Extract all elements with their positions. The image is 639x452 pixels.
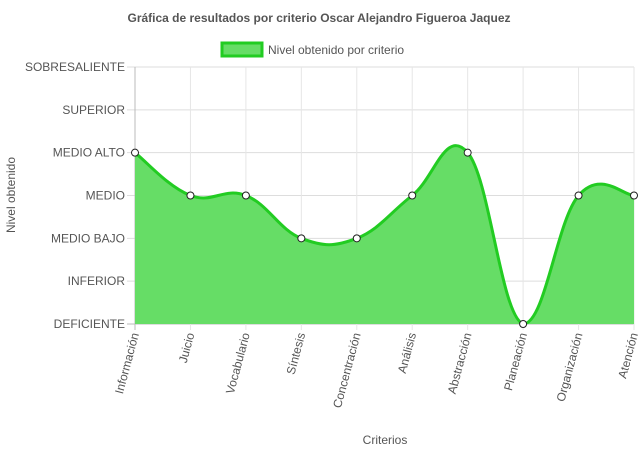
chart-title: Gráfica de resultados por criterio Oscar… <box>127 11 510 25</box>
x-tick-label: Organización <box>554 331 586 403</box>
x-tick-label: Información <box>112 331 142 395</box>
data-point[interactable] <box>408 191 417 200</box>
data-points <box>131 148 638 328</box>
x-tick-label: Abstracción <box>445 331 475 395</box>
x-tick-label: Concentración <box>330 331 364 409</box>
x-tick-label: Atención <box>615 331 639 380</box>
legend-label: Nivel obtenido por criterio <box>268 43 404 57</box>
data-point[interactable] <box>463 148 472 157</box>
y-tick-label: MEDIO <box>86 189 125 203</box>
y-axis-title: Nivel obtenido <box>4 157 18 233</box>
x-tick-label: Síntesis <box>284 331 309 376</box>
data-point[interactable] <box>519 320 528 328</box>
y-tick-label: MEDIO BAJO <box>51 231 125 245</box>
data-point[interactable] <box>630 191 638 200</box>
y-tick-labels: DEFICIENTE INFERIOR MEDIO BAJO MEDIO MEDIO A… <box>25 60 125 331</box>
data-point[interactable] <box>297 234 306 243</box>
legend-swatch <box>220 41 264 58</box>
y-tick-label: SUPERIOR <box>62 103 125 117</box>
x-axis-title: Criterios <box>363 433 408 447</box>
area-layer <box>134 144 635 326</box>
x-tick-label: Análisis <box>395 331 419 375</box>
x-tick-label: Planeación <box>501 331 530 392</box>
x-tick-label: Vocabulario <box>223 331 253 396</box>
x-tick-labels: Información Juicio Vocabulario Síntesis Conc… <box>112 331 639 410</box>
data-point[interactable] <box>352 234 361 243</box>
y-tick-label: MEDIO ALTO <box>53 146 125 160</box>
series-area <box>135 145 634 324</box>
y-tick-label: SOBRESALIENTE <box>25 60 125 74</box>
data-point[interactable] <box>574 191 583 200</box>
legend[interactable]: Nivel obtenido por criterio <box>220 41 404 58</box>
data-point[interactable] <box>186 191 195 200</box>
x-tick-label: Juicio <box>176 331 198 365</box>
y-tick-label: DEFICIENTE <box>54 317 125 331</box>
data-point[interactable] <box>131 148 139 157</box>
y-tick-label: INFERIOR <box>68 274 126 288</box>
data-point[interactable] <box>241 191 250 200</box>
